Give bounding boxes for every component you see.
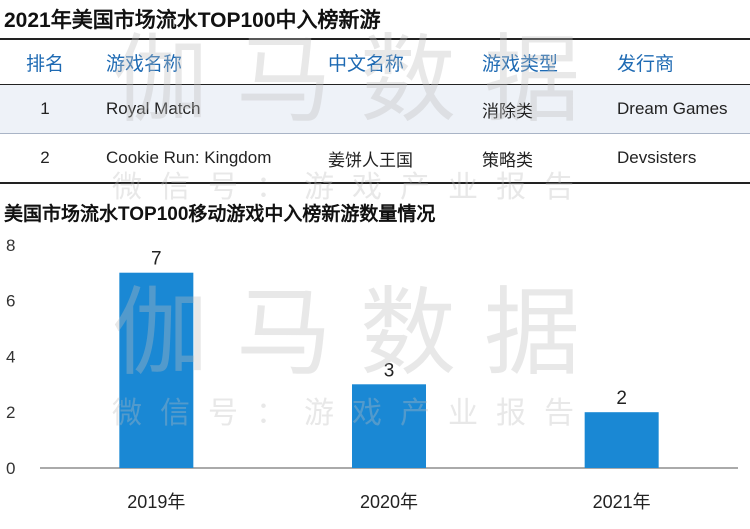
data-label: 2 [616, 388, 627, 409]
table-header-row: 排名 游戏名称 中文名称 游戏类型 发行商 [0, 38, 750, 85]
y-tick-label: 6 [6, 292, 15, 311]
header-game-type: 游戏类型 [482, 53, 559, 75]
cell-game-type: 消除类 [482, 101, 533, 121]
bar [584, 412, 659, 468]
table-row: 2 Cookie Run: Kingdom 姜饼人王国 策略类 Devsiste… [0, 134, 750, 184]
bar [352, 384, 426, 468]
chart-title: 美国市场流水TOP100移动游戏中入榜新游数量情况 [4, 204, 436, 225]
new-games-table: 排名 游戏名称 中文名称 游戏类型 发行商 1 Royal Match 消除类 … [0, 38, 750, 184]
y-tick-label: 0 [6, 459, 15, 478]
y-tick-label: 8 [6, 236, 15, 255]
cell-game-name: Royal Match [106, 99, 201, 118]
table-row: 1 Royal Match 消除类 Dream Games [0, 85, 750, 134]
x-tick-label: 2020年 [360, 492, 418, 512]
header-publisher: 发行商 [617, 53, 675, 75]
x-tick-label: 2021年 [593, 492, 651, 512]
cell-rank: 2 [40, 148, 50, 167]
cell-publisher: Devsisters [617, 148, 697, 167]
header-chinese-name: 中文名称 [328, 53, 405, 75]
data-label: 7 [151, 249, 162, 270]
x-tick-label: 2019年 [127, 492, 185, 512]
cell-rank: 1 [40, 99, 50, 118]
header-rank: 排名 [25, 53, 64, 75]
cell-game-name: Cookie Run: Kingdom [106, 148, 272, 167]
cell-game-type: 策略类 [482, 150, 533, 170]
y-tick-label: 2 [6, 403, 15, 422]
data-label: 3 [384, 360, 395, 381]
page-title: 2021年美国市场流水TOP100中入榜新游 [4, 9, 381, 32]
bar-chart: 0 2 4 6 8 7 2019年 3 2020年 2 2021年 [6, 236, 738, 512]
bar [119, 272, 194, 468]
cell-publisher: Dream Games [617, 99, 728, 118]
cell-chinese-name: 姜饼人王国 [328, 150, 413, 170]
header-game-name: 游戏名称 [106, 53, 183, 75]
y-tick-label: 4 [6, 347, 15, 366]
